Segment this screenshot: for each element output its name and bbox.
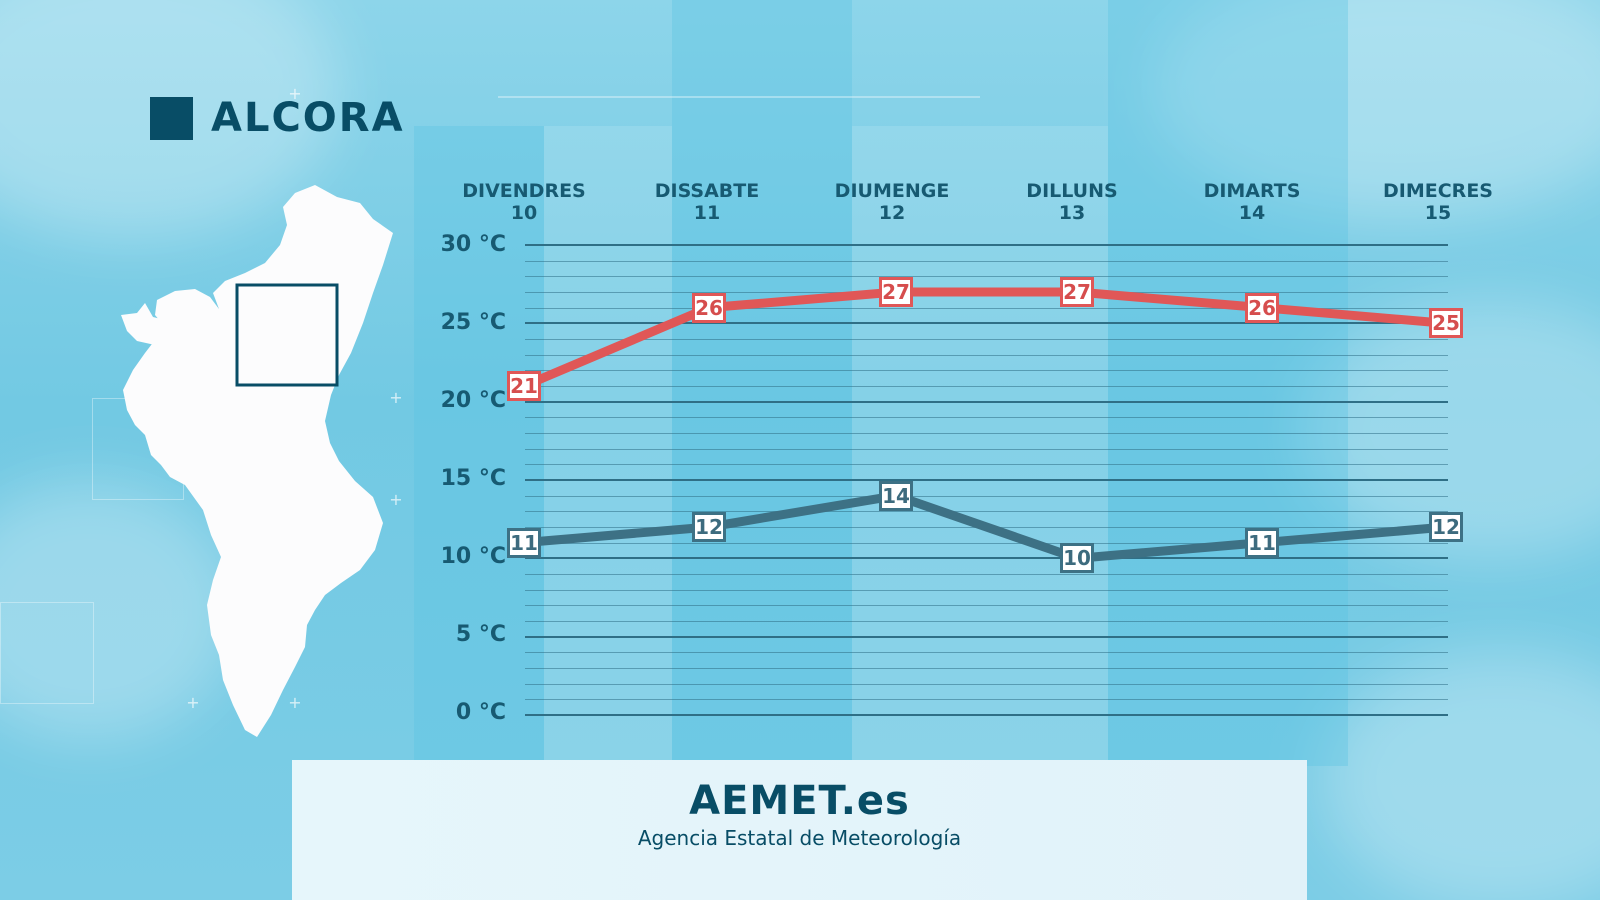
minor-gridline: [525, 276, 1448, 278]
minor-gridline: [525, 433, 1448, 434]
day-label: DISSABTE 11: [654, 180, 760, 224]
minor-gridline: [525, 605, 1448, 607]
brand-name: AEMET.es: [689, 778, 910, 824]
minor-gridline: [525, 699, 1448, 701]
max-temp-label: 26: [692, 292, 726, 323]
max-temp-label: 25: [1429, 308, 1463, 339]
minor-gridline: [525, 652, 1448, 654]
y-tick: 10 °C: [440, 544, 506, 569]
major-gridline: [525, 635, 1448, 638]
minor-gridline: [525, 339, 1448, 340]
minor-gridline: [525, 495, 1448, 497]
footer-banner: AEMET.es Agencia Estatal de Meteorología: [292, 760, 1307, 900]
min-temp-label: 14: [879, 480, 913, 511]
minor-gridline: [525, 386, 1448, 387]
max-temp-label: 27: [1060, 277, 1094, 307]
valencia-region-shape: [123, 185, 393, 737]
day-label: DIMECRES 15: [1383, 180, 1493, 224]
minor-gridline: [525, 683, 1448, 685]
max-temp-line: [522, 287, 1447, 391]
y-tick: 30 °C: [440, 232, 506, 257]
max-temp-label: 26: [1245, 292, 1279, 323]
location-name: ALCORA: [211, 95, 405, 141]
min-temp-label: 11: [1245, 527, 1279, 558]
major-gridline: [525, 557, 1448, 560]
minor-gridline: [525, 354, 1448, 356]
max-temp-label: 21: [507, 371, 541, 401]
location-title: ALCORA: [150, 95, 405, 141]
day-label: DIVENDRES 10: [462, 180, 586, 224]
minor-gridline: [525, 448, 1448, 450]
y-tick: 0 °C: [455, 700, 506, 725]
day-label: DIMARTS 14: [1203, 180, 1301, 224]
major-gridline: [525, 714, 1448, 716]
day-label: DIUMENGE 12: [834, 180, 950, 224]
min-temp-label: 10: [1060, 543, 1094, 574]
major-gridline: [525, 479, 1448, 481]
minor-gridline: [525, 542, 1448, 544]
major-gridline: [525, 400, 1448, 403]
y-tick: 15 °C: [440, 466, 506, 491]
brand-subtitle: Agencia Estatal de Meteorología: [637, 826, 962, 850]
minor-gridline: [525, 574, 1448, 575]
temperature-chart: DIVENDRES 10 DISSABTE 11 DIUMENGE 12 DILLUN…: [440, 180, 1493, 725]
min-temp-label: 11: [507, 527, 541, 558]
minor-gridline: [525, 307, 1448, 309]
y-tick: 20 °C: [440, 388, 506, 413]
minor-gridline: [525, 511, 1448, 513]
selected-area-box: [235, 283, 339, 387]
min-temp-line: [523, 491, 1447, 563]
minor-gridline: [525, 668, 1448, 669]
minor-gridline: [525, 260, 1448, 262]
series-lines: [522, 287, 1447, 563]
max-temp-label: 27: [879, 277, 913, 307]
minor-gridline: [525, 621, 1448, 622]
min-temp-label: 12: [692, 512, 726, 542]
region-map: [121, 185, 393, 737]
minor-gridline: [525, 589, 1448, 591]
major-gridline: [525, 322, 1448, 325]
island-shape: [121, 303, 179, 345]
day-label: DILLUNS 13: [1026, 180, 1118, 224]
minor-gridline: [525, 464, 1448, 466]
min-temp-label: 12: [1429, 512, 1463, 542]
major-gridline: [525, 244, 1448, 246]
minor-gridline: [525, 370, 1448, 372]
location-marker-icon: [150, 96, 193, 140]
minor-gridline: [525, 417, 1448, 419]
y-tick: 5 °C: [455, 622, 506, 647]
y-tick: 25 °C: [440, 310, 506, 335]
